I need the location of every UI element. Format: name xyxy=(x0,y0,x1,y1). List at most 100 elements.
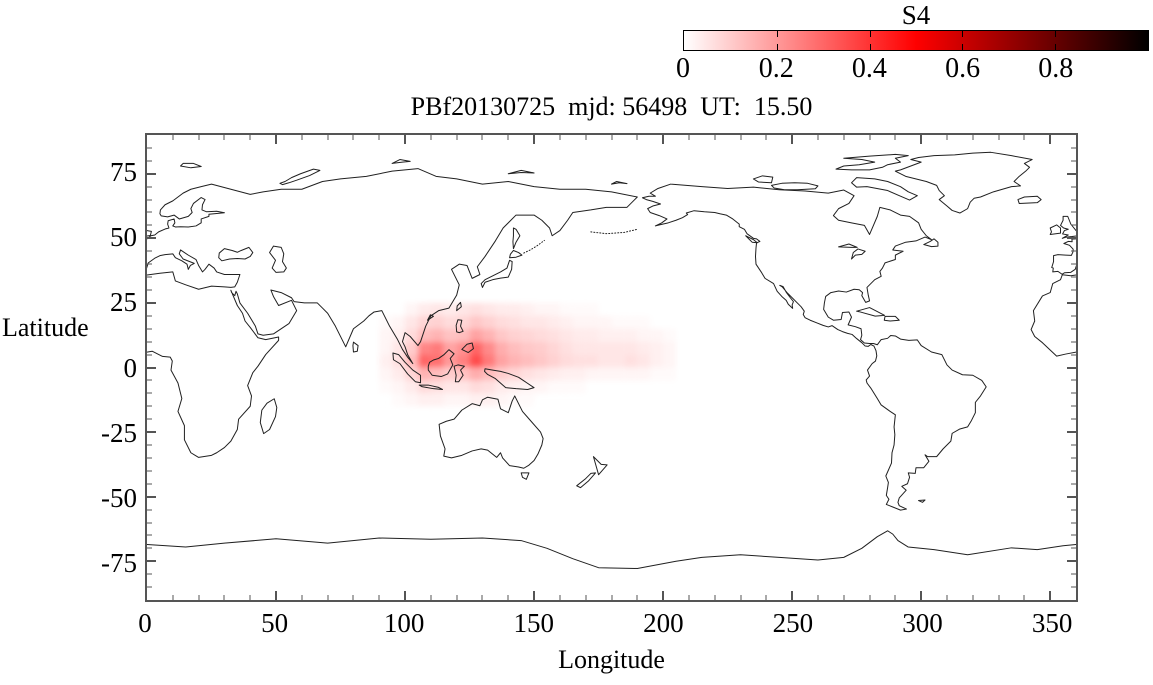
colorbar-tick xyxy=(1055,31,1057,37)
axis-tick xyxy=(147,379,152,381)
axis-tick xyxy=(1071,509,1076,511)
axis-tick xyxy=(147,444,152,446)
axis-tick xyxy=(147,328,152,330)
axis-tick xyxy=(559,135,561,140)
coastline-wrangel-island xyxy=(612,182,627,185)
coastline-great-britain xyxy=(147,216,151,238)
coastline-honshu-kyushu xyxy=(481,260,512,287)
s4-heatmap-layer xyxy=(379,302,677,407)
axis-tick xyxy=(147,211,152,213)
axis-tick xyxy=(1071,444,1076,446)
axis-tick xyxy=(147,354,152,356)
axis-tick xyxy=(147,160,152,162)
y-tick-label: 50 xyxy=(110,222,137,253)
axis-tick xyxy=(1071,379,1076,381)
y-axis-label: Latitude xyxy=(2,313,89,342)
axis-tick xyxy=(147,509,152,511)
axis-tick xyxy=(662,591,665,600)
x-tick-label: 300 xyxy=(902,608,943,638)
coastline-taiwan xyxy=(457,302,462,310)
axis-tick xyxy=(1049,135,1052,144)
coastline-banks-island xyxy=(753,176,772,183)
axis-tick xyxy=(147,263,152,265)
axis-tick xyxy=(404,135,407,144)
coastline-lakes-michigan-huron xyxy=(851,249,865,259)
coastline-nz-south-island xyxy=(577,473,596,488)
axis-tick xyxy=(740,595,742,600)
axis-tick xyxy=(843,135,845,140)
axis-tick xyxy=(714,595,716,600)
colorbar xyxy=(683,30,1149,51)
axis-tick xyxy=(1071,392,1076,394)
axis-tick xyxy=(147,147,152,149)
coastline-sakhalin xyxy=(513,228,520,249)
axis-tick xyxy=(1071,586,1076,588)
coastline-kuril-islands xyxy=(524,240,545,253)
axis-tick xyxy=(481,135,483,140)
axis-tick xyxy=(275,591,278,600)
axis-tick xyxy=(1049,591,1052,600)
axis-tick xyxy=(147,250,152,252)
axis-tick xyxy=(147,224,152,226)
coastline-falkland-islands xyxy=(919,500,925,502)
colorbar-tick-labels: 0 0.2 0.4 0.6 0.8 xyxy=(676,53,1149,85)
coastlines-layer xyxy=(147,152,1076,568)
axis-tick xyxy=(147,547,152,549)
axis-tick xyxy=(1067,237,1076,240)
x-tick-label: 250 xyxy=(772,608,814,638)
axis-tick xyxy=(946,595,948,600)
axis-tick xyxy=(1067,560,1076,563)
axis-tick xyxy=(172,595,174,600)
axis-tick xyxy=(147,573,152,575)
y-tick-label: -75 xyxy=(101,547,137,578)
axis-tick xyxy=(533,591,536,600)
coastline-greenland xyxy=(895,152,1032,213)
axis-tick xyxy=(791,135,794,144)
colorbar-tick xyxy=(776,31,778,37)
axis-tick xyxy=(740,135,742,140)
axis-tick xyxy=(1071,354,1076,356)
axis-tick xyxy=(481,595,483,600)
colorbar-tick xyxy=(869,44,871,50)
colorbar-tick-label: 0.8 xyxy=(1038,53,1074,84)
axis-tick xyxy=(1071,276,1076,278)
axis-tick xyxy=(1023,595,1025,600)
colorbar-tick-label: 0.4 xyxy=(851,53,887,84)
axis-tick xyxy=(1071,289,1076,291)
axis-tick xyxy=(611,595,612,600)
axis-tick xyxy=(636,135,638,140)
axis-tick xyxy=(1071,573,1076,575)
colorbar-tick-label: 0 xyxy=(676,53,690,84)
axis-tick xyxy=(147,560,156,563)
axis-tick xyxy=(404,591,407,600)
axis-tick xyxy=(1067,431,1076,434)
coastline-ellesmere-island xyxy=(836,154,908,170)
coastline-hispaniola xyxy=(884,316,899,321)
axis-tick xyxy=(327,595,329,600)
coastline-hainan xyxy=(428,315,434,320)
axis-tick xyxy=(249,135,251,140)
axis-tick xyxy=(147,405,152,407)
axis-tick xyxy=(1067,172,1076,175)
colorbar-tick xyxy=(962,31,964,37)
axis-tick xyxy=(894,135,896,140)
coastline-iceland xyxy=(1018,196,1041,203)
coastline-sumatra xyxy=(393,353,421,383)
y-tick-label: -50 xyxy=(101,482,137,513)
coastline-new-guinea xyxy=(485,369,535,390)
coastline-americas xyxy=(642,184,986,510)
axis-tick xyxy=(585,135,587,140)
axis-tick xyxy=(147,276,152,278)
axis-tick xyxy=(223,135,225,140)
axis-tick xyxy=(688,135,690,140)
axis-tick xyxy=(378,135,380,140)
x-tick-label: 150 xyxy=(513,608,555,638)
axis-tick xyxy=(817,135,819,140)
axis-tick xyxy=(920,591,923,600)
axis-tick xyxy=(714,135,716,140)
axis-tick xyxy=(972,135,974,140)
axis-tick xyxy=(1071,263,1076,265)
plot-title: PBf20130725 mjd: 56498 UT: 15.50 xyxy=(410,92,813,121)
y-tick-label: 0 xyxy=(123,352,138,383)
